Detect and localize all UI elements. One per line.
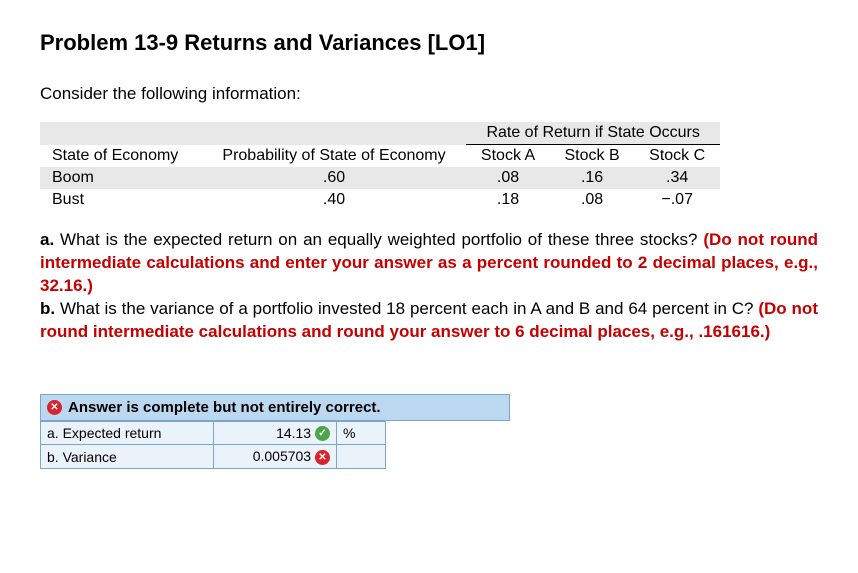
- table-row: Bust .40 .18 .08 −.07: [40, 189, 720, 211]
- col-stock-c: Stock C: [634, 145, 720, 168]
- answer-table: a. Expected return 14.13 ✓ % b. Variance…: [40, 421, 386, 470]
- cell-b: .08: [550, 189, 635, 211]
- answer-header: ✕ Answer is complete but not entirely co…: [40, 394, 510, 421]
- q-a-label: a.: [40, 230, 54, 249]
- answer-value: 14.13: [276, 425, 311, 441]
- table-row: Boom .60 .08 .16 .34: [40, 167, 720, 189]
- q-b-label: b.: [40, 299, 55, 318]
- cell-b: .16: [550, 167, 635, 189]
- cell-c: −.07: [634, 189, 720, 211]
- answer-unit: [337, 445, 386, 469]
- answer-unit: %: [337, 421, 386, 445]
- q-b-text: What is the variance of a portfolio inve…: [60, 299, 758, 318]
- problem-title: Problem 13-9 Returns and Variances [LO1]: [40, 30, 818, 56]
- answer-value: 0.005703: [253, 448, 311, 464]
- answer-header-text: Answer is complete but not entirely corr…: [68, 399, 381, 416]
- answer-label: a. Expected return: [41, 421, 214, 445]
- col-stock-a: Stock A: [466, 145, 550, 168]
- cell-prob: .40: [202, 189, 467, 211]
- q-a-text: What is the expected return on an equall…: [60, 230, 703, 249]
- cell-a: .08: [466, 167, 550, 189]
- cell-state: Boom: [40, 167, 202, 189]
- x-icon: ✕: [315, 450, 330, 465]
- answer-row: b. Variance 0.005703 ✕: [41, 445, 386, 469]
- answer-row: a. Expected return 14.13 ✓ %: [41, 421, 386, 445]
- x-icon: ✕: [47, 400, 62, 415]
- answer-value-cell: 14.13 ✓: [214, 421, 337, 445]
- cell-prob: .60: [202, 167, 467, 189]
- cell-c: .34: [634, 167, 720, 189]
- cell-state: Bust: [40, 189, 202, 211]
- answer-label: b. Variance: [41, 445, 214, 469]
- cell-a: .18: [466, 189, 550, 211]
- col-prob: Probability of State of Economy: [202, 145, 467, 168]
- check-icon: ✓: [315, 426, 330, 441]
- answer-value-cell: 0.005703 ✕: [214, 445, 337, 469]
- answer-block: ✕ Answer is complete but not entirely co…: [40, 394, 510, 470]
- data-table: Rate of Return if State Occurs State of …: [40, 122, 720, 211]
- col-state: State of Economy: [40, 145, 202, 168]
- questions: a. What is the expected return on an equ…: [40, 229, 818, 344]
- col-stock-b: Stock B: [550, 145, 635, 168]
- intro-text: Consider the following information:: [40, 84, 818, 104]
- rate-header: Rate of Return if State Occurs: [466, 122, 720, 145]
